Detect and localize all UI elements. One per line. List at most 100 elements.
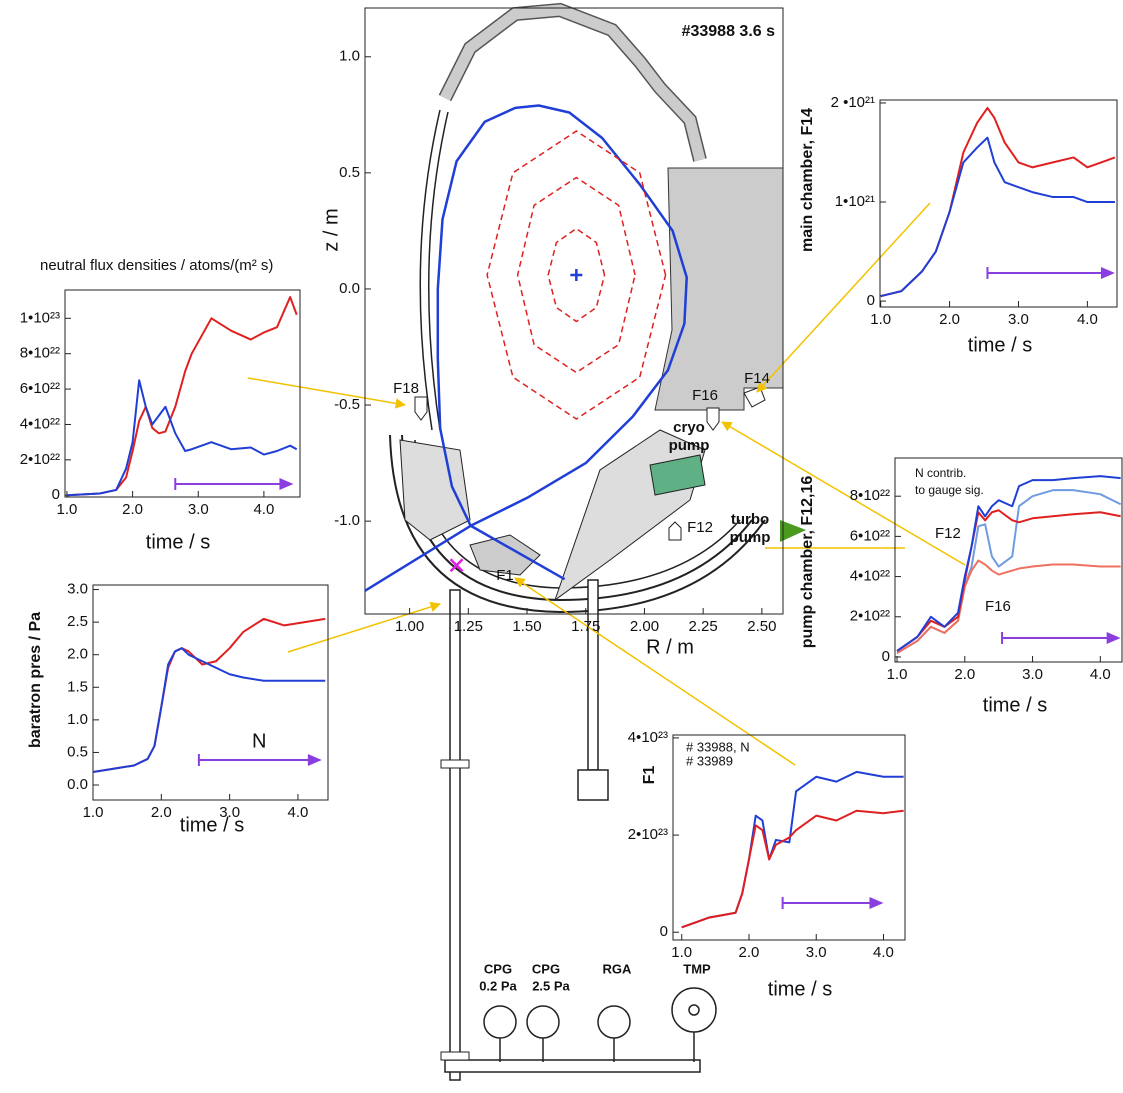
series-line [470,524,566,581]
time-window-head [279,478,294,490]
y-tick-label: 2•10²³ [628,826,668,843]
y-tick-label: 2.0 [67,646,88,663]
x-tick-label: 1.0 [887,666,908,683]
series-line [880,136,1115,298]
y-tick-label: 4•10²² [20,415,60,432]
diagram-label: TMP [683,961,711,976]
diagram-label: cryo [673,419,705,436]
x-tick-label: 1.25 [454,618,483,635]
diagram-label: F12 [687,519,713,536]
x-tick-label: 4.0 [873,944,894,961]
series-line [486,130,667,420]
tmp-core [688,1004,700,1016]
chart-title: neutral flux densities / atoms/(m² s) [40,257,273,274]
diagram-label: F18 [393,380,419,397]
marker [570,269,583,282]
y-tick-label: 0.0 [339,280,360,297]
divertor [389,434,766,614]
y-axis-label: pump chamber, F12,16 [799,476,816,649]
x-tick-label: 1.50 [512,618,541,635]
y-tick-label: 0.5 [67,743,88,760]
connector [287,601,442,653]
x-tick-label: 2.0 [939,311,960,328]
dome [469,534,541,576]
x-tick-label: 3.0 [806,944,827,961]
x-tick-label: 4.0 [288,804,309,821]
x-tick-label: 2.0 [954,666,975,683]
y-axis-label: z / m [320,208,342,251]
diagram-label: 2.5 Pa [532,978,570,993]
gauge [526,1005,560,1039]
series-line [896,559,1121,654]
marker [449,558,464,573]
gauge-f18 [414,396,428,421]
diagram-label: pump [730,529,771,546]
time-window-head [307,754,322,766]
pipe-flange [440,1051,470,1061]
y-axis-label: F1 [641,766,658,785]
y-tick-label: 2•10²² [20,451,60,468]
y-axis-label: baratron pres / Pa [27,612,44,748]
y-tick-label: 1.0 [67,711,88,728]
x-tick-label: 3.0 [188,501,209,518]
diagram-label: CPG [532,961,560,976]
gauges [483,987,717,1062]
wall-tiles-fill [440,4,706,162]
annotation: N [252,730,266,752]
series-line [92,647,326,773]
y-tick-label: 0 [867,292,875,309]
y-tick-label: 0 [52,486,60,503]
y-tick-label: 8•10²² [850,487,890,504]
plot-frame [92,584,329,801]
y-tick-label: 1.5 [67,678,88,695]
connector [721,421,966,566]
pipe-flange [577,769,609,801]
vessel [389,2,784,1081]
x-axis-label: time / s [983,694,1047,716]
x-tick-label: 4.0 [1090,666,1111,683]
series-line [66,379,298,497]
diagram-label: turbo [731,511,769,528]
x-axis-label: time / s [968,334,1032,356]
legend-entry: # 33988, N [686,739,750,754]
y-tick-label: 6•10²² [850,527,890,544]
x-tick-label: 2.50 [747,618,776,635]
plot-frame [64,289,301,498]
diagram-label: 0.2 Pa [479,978,517,993]
gauge-f14 [743,386,766,408]
pipe [587,579,599,771]
x-tick-label: 3.0 [1008,311,1029,328]
annotation: F16 [985,598,1011,615]
y-tick-label: 0 [882,648,890,665]
connectors [247,202,966,766]
inner-divertor [399,439,471,541]
gauge-f16 [706,407,720,431]
time-window-head [1106,632,1121,644]
series-line [547,227,606,323]
diagram-label: F16 [692,387,718,404]
y-tick-label: -1.0 [334,512,360,529]
x-tick-label: 1.0 [57,501,78,518]
diagram-label: RGA [603,961,633,976]
plot-frame [894,457,1123,663]
y-axis-label: main chamber, F14 [799,108,816,252]
x-tick-label: 2.25 [689,618,718,635]
x-tick-label: 4.0 [253,501,274,518]
x-tick-label: 1.0 [870,311,891,328]
y-tick-label: 1•10²³ [20,309,60,326]
x-tick-label: 4.0 [1077,311,1098,328]
time-window-head [869,897,884,909]
y-tick-label: 8•10²² [20,345,60,362]
plot-frame [364,7,784,615]
diagram-label: pump [669,437,710,454]
chart-title: #33988 3.6 s [682,23,776,40]
y-tick-label: 0.0 [67,776,88,793]
diagram-label: CPG [484,961,512,976]
pipe [449,589,461,1081]
x-tick-label: 3.0 [1022,666,1043,683]
x-tick-label: 2.0 [122,501,143,518]
gauge [597,1005,631,1039]
y-tick-label: 0.5 [339,164,360,181]
x-tick-label: 2.0 [739,944,760,961]
